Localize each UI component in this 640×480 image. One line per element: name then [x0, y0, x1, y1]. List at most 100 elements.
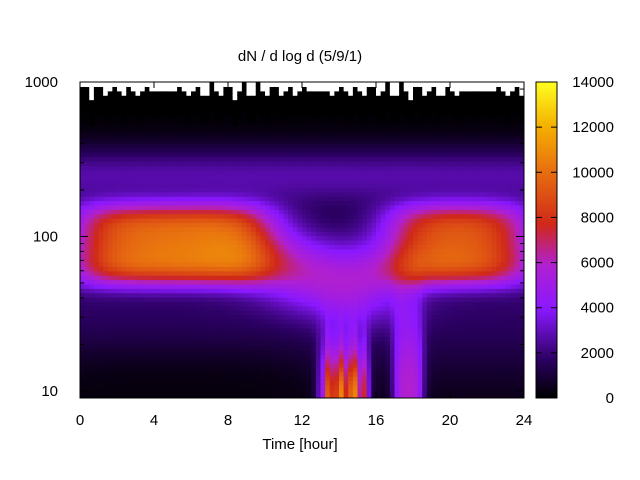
heatmap-cell — [107, 182, 113, 188]
heatmap-cell — [209, 204, 215, 210]
heatmap-cell — [112, 90, 118, 96]
heatmap-cell — [394, 117, 400, 123]
heatmap-cell — [209, 182, 215, 188]
heatmap-cell — [255, 222, 261, 228]
heatmap-cell — [297, 139, 303, 145]
heatmap-cell — [255, 345, 261, 351]
heatmap-cell — [149, 253, 155, 259]
heatmap-cell — [98, 288, 104, 294]
heatmap-cell — [195, 204, 201, 210]
heatmap-cell — [237, 99, 243, 105]
heatmap-cell — [172, 99, 178, 105]
heatmap-cell — [177, 362, 183, 368]
heatmap-cell — [163, 226, 169, 232]
heatmap-cell — [140, 297, 146, 303]
heatmap-cell — [167, 99, 174, 105]
heatmap-cell — [357, 319, 363, 324]
heatmap-cell — [292, 187, 298, 193]
heatmap-cell — [320, 156, 326, 162]
heatmap-cell — [311, 310, 317, 316]
heatmap-cell — [103, 161, 109, 166]
heatmap-cell — [389, 362, 396, 368]
heatmap-cell — [149, 165, 155, 171]
heatmap-cell — [362, 86, 368, 92]
heatmap-cell — [334, 336, 340, 342]
heatmap-cell — [376, 310, 382, 316]
heatmap-cell — [89, 266, 95, 272]
heatmap-cell — [246, 384, 252, 390]
heatmap-cell — [103, 121, 109, 127]
heatmap-cell — [237, 86, 243, 92]
heatmap-cell — [278, 253, 285, 259]
heatmap-cell — [218, 95, 224, 101]
heatmap-cell — [149, 283, 155, 289]
heatmap-cell — [302, 165, 308, 171]
heatmap-cell — [376, 240, 382, 245]
heatmap-cell — [200, 125, 206, 131]
heatmap-cell — [154, 222, 160, 228]
heatmap-cell — [352, 161, 359, 166]
heatmap-cell — [89, 121, 95, 127]
heatmap-cell — [260, 323, 266, 329]
heatmap-cell — [89, 257, 95, 263]
heatmap-cell — [126, 336, 132, 342]
heatmap-cell — [274, 354, 280, 360]
heatmap-cell — [278, 204, 285, 210]
heatmap-cell — [325, 310, 331, 316]
heatmap-cell — [181, 235, 187, 241]
heatmap-cell — [297, 362, 303, 368]
heatmap-cell — [93, 165, 100, 171]
heatmap-cell — [311, 218, 317, 224]
heatmap-cell — [232, 121, 238, 127]
heatmap-cell — [177, 292, 183, 298]
heatmap-cell — [121, 297, 127, 303]
heatmap-cell — [320, 86, 326, 92]
heatmap-cell — [255, 156, 261, 162]
heatmap-cell — [251, 279, 257, 285]
heatmap-cell — [93, 310, 100, 316]
heatmap-cell — [246, 134, 252, 140]
heatmap-cell — [149, 314, 155, 320]
heatmap-cell — [172, 161, 178, 166]
heatmap-cell — [394, 362, 400, 368]
heatmap-cell — [320, 327, 326, 333]
heatmap-cell — [154, 389, 160, 395]
heatmap-cell — [218, 161, 224, 166]
heatmap-cell — [255, 261, 261, 267]
heatmap-cell — [126, 319, 132, 324]
heatmap-cell — [265, 376, 271, 382]
heatmap-cell — [288, 161, 294, 166]
heatmap-cell — [297, 376, 303, 382]
heatmap-cell — [376, 108, 382, 114]
heatmap-cell — [98, 99, 104, 105]
heatmap-cell — [251, 261, 257, 267]
heatmap-cell — [177, 336, 183, 342]
heatmap-cell — [191, 218, 197, 224]
heatmap-cell — [292, 143, 298, 149]
heatmap-cell — [84, 345, 90, 351]
heatmap-cell — [339, 266, 345, 272]
heatmap-cell — [172, 257, 178, 263]
heatmap-cell — [362, 99, 368, 105]
heatmap-cell — [191, 152, 197, 158]
heatmap-cell — [204, 354, 211, 360]
heatmap-cell — [343, 362, 349, 368]
heatmap-cell — [237, 253, 243, 259]
heatmap-cell — [329, 301, 335, 307]
heatmap-cell — [394, 174, 400, 180]
heatmap-cell — [366, 209, 372, 215]
heatmap-cell — [112, 270, 118, 276]
heatmap-cell — [80, 169, 86, 175]
heatmap-cell — [325, 270, 331, 276]
heatmap-cell — [181, 90, 187, 96]
heatmap-cell — [130, 240, 137, 245]
heatmap-cell — [195, 275, 201, 281]
heatmap-cell — [339, 182, 345, 188]
heatmap-cell — [126, 152, 132, 158]
heatmap-cell — [348, 240, 354, 245]
heatmap-cell — [84, 209, 90, 215]
heatmap-cell — [172, 95, 178, 101]
heatmap-cell — [172, 367, 178, 373]
heatmap-cell — [283, 358, 289, 364]
heatmap-cell — [154, 270, 160, 276]
